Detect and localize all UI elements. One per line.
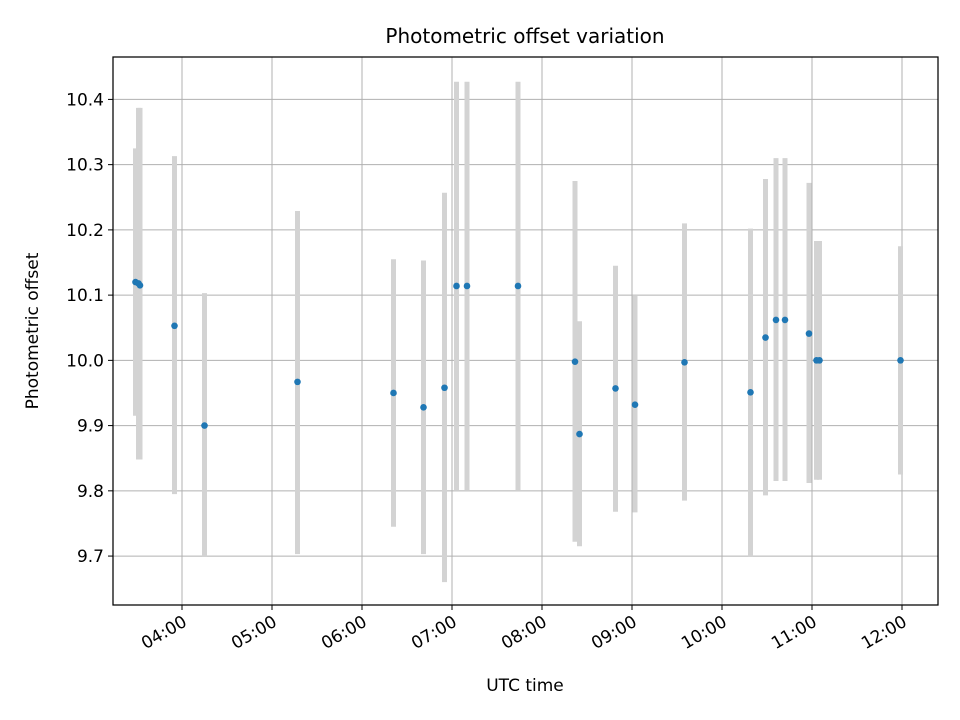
y-axis: 9.7 9.8 9.9 10.0 10.1 10.2 10.3 10.4 xyxy=(66,90,113,567)
data-points xyxy=(132,278,904,438)
data-point xyxy=(612,385,619,392)
data-point xyxy=(772,316,780,324)
data-point xyxy=(514,282,522,290)
data-point xyxy=(897,357,904,364)
plot-frame xyxy=(112,56,939,606)
y-tick-label: 9.7 xyxy=(77,547,104,567)
data-point xyxy=(681,359,688,366)
data-point xyxy=(201,422,208,429)
data-point xyxy=(762,334,769,341)
y-tick-label: 10.4 xyxy=(66,90,104,110)
y-tick-label: 10.2 xyxy=(66,221,104,241)
y-tick-label: 10.3 xyxy=(66,156,104,176)
y-tick-label: 10.1 xyxy=(66,286,104,306)
data-point xyxy=(816,357,823,364)
y-tick-label: 9.8 xyxy=(77,482,104,502)
data-point xyxy=(136,282,144,289)
data-point xyxy=(441,384,448,392)
x-axis-label: UTC time xyxy=(486,676,564,696)
data-point xyxy=(747,389,754,396)
data-point xyxy=(390,389,397,397)
y-tick-label: 10.0 xyxy=(66,351,104,371)
chart-title: Photometric offset variation xyxy=(385,24,664,48)
data-point xyxy=(571,358,579,365)
data-point xyxy=(171,322,178,330)
y-axis-label: Photometric offset xyxy=(23,252,43,409)
y-tick-label: 9.9 xyxy=(77,417,104,437)
data-point xyxy=(420,404,427,411)
data-point xyxy=(631,401,639,409)
data-point xyxy=(576,430,583,438)
data-point xyxy=(294,378,301,386)
data-point xyxy=(453,282,460,290)
grid xyxy=(113,57,938,605)
data-point xyxy=(463,282,471,290)
data-point xyxy=(805,330,813,337)
data-point xyxy=(781,316,789,324)
